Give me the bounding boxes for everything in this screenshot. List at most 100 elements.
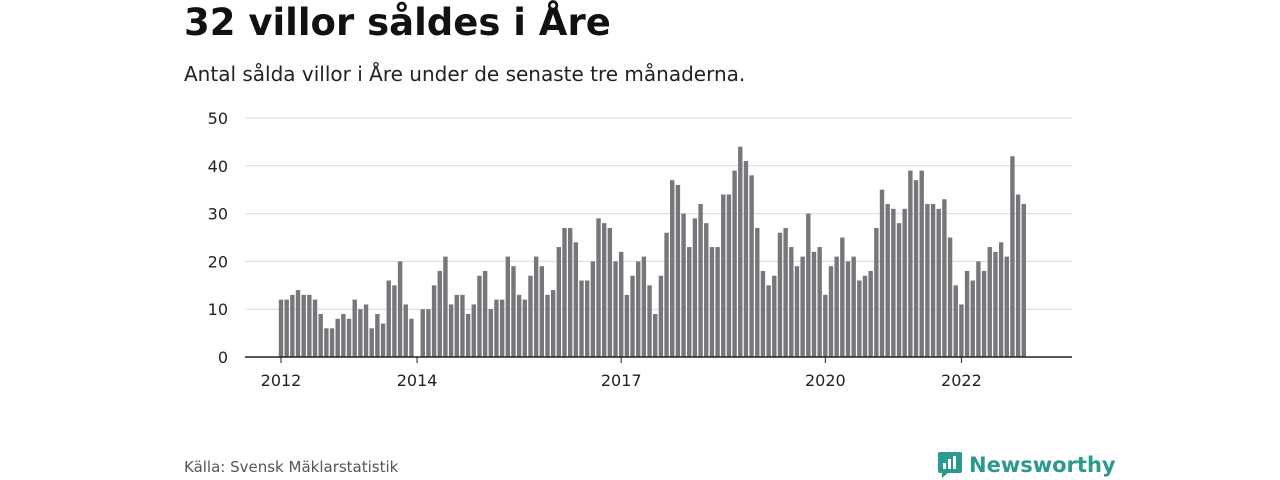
bar [981,270,987,357]
newsworthy-logo-icon [938,452,962,478]
y-tick-label: 50 [208,109,228,128]
bar [380,323,386,357]
y-tick-label: 40 [208,157,228,176]
y-tick-label: 20 [208,252,228,271]
bar [573,242,579,357]
bar [324,328,329,357]
source-note: Källa: Svensk Mäklarstatistik [184,458,399,476]
bar [341,313,346,357]
y-tick-label: 30 [208,205,228,224]
bar [318,313,323,357]
y-tick-label: 0 [218,348,228,367]
bar [562,227,567,357]
bar [409,318,414,357]
bar [329,328,335,357]
bar [879,189,885,357]
bar [624,294,630,357]
bar [675,184,681,357]
bar [647,285,652,357]
bar [630,275,635,357]
bar [352,299,357,357]
bar [913,180,919,357]
bar [823,294,828,357]
bar [482,270,488,357]
bar [579,280,584,357]
brand-logo[interactable]: Newsworthy [937,450,1116,480]
bar [942,199,947,357]
bar [840,237,845,357]
highlight-annotation: 32 [1016,0,1043,8]
bar [545,294,550,357]
bar [743,161,749,357]
bar [658,275,664,357]
bar [335,318,340,357]
bar [437,270,442,357]
bar [760,270,766,357]
bar [902,208,907,357]
bar [550,290,556,357]
bar [896,223,902,357]
bar [567,227,573,357]
bar [964,270,970,357]
bar [936,208,941,357]
bar [698,204,703,357]
bar [947,237,953,357]
bar [817,247,822,357]
bar [806,213,811,357]
bar [704,223,709,357]
bar [709,247,715,357]
bar [431,285,437,357]
bar [721,194,726,357]
bar [539,266,545,357]
bar [386,280,391,357]
bar [556,247,562,357]
bar [499,299,505,357]
bar [766,285,771,357]
bar [488,309,493,357]
bar [363,304,369,357]
bar [1010,156,1015,357]
bar [454,294,459,357]
bar [1015,194,1021,357]
bar [834,256,839,357]
bars [278,146,1026,357]
bar [312,299,318,357]
bar [885,204,890,357]
x-tick-label: 2014 [397,371,438,390]
bar [584,280,590,357]
bar [772,275,777,357]
x-tick-label: 2012 [261,371,302,390]
bar [528,275,533,357]
bar [664,232,669,357]
bar [533,256,539,357]
bar [976,261,981,357]
bar [358,309,363,357]
bar [590,261,596,357]
bar [777,232,783,357]
bar [738,146,743,357]
bar [397,261,403,357]
bar [465,313,471,357]
x-tick-label: 2020 [805,371,846,390]
bar [278,299,284,357]
bar [845,261,851,357]
bar [868,270,873,357]
bar [460,294,465,357]
chart-subtitle: Antal sålda villor i Åre under de senast… [184,62,746,86]
bar [1004,256,1009,357]
bar [375,313,380,357]
bar [959,304,964,357]
bar [789,247,794,357]
bar [653,313,658,357]
bar [369,328,374,357]
bar [670,180,675,357]
bar [284,299,289,357]
bar [443,256,448,357]
bar [346,318,352,357]
bar [891,208,896,357]
bar [726,194,732,357]
bar [681,213,686,357]
bar [851,256,856,357]
bar [307,294,312,357]
bar [516,294,522,357]
